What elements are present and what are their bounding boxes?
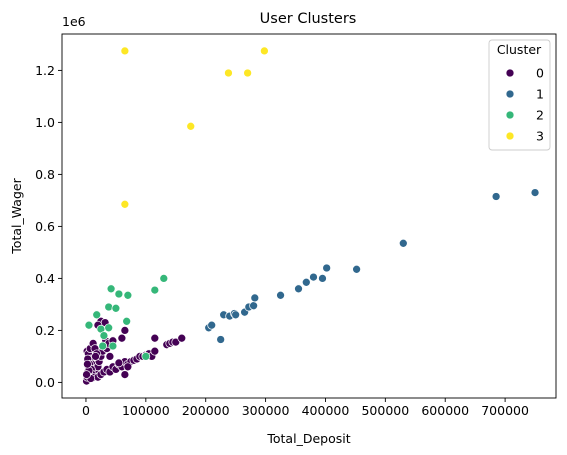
x-tick-label: 100000 [122, 403, 170, 418]
data-point-cluster-1 [301, 277, 311, 287]
data-point-cluster-2 [92, 310, 102, 320]
data-point-cluster-3 [224, 68, 233, 78]
data-point-cluster-0 [177, 333, 187, 343]
data-point-cluster-1 [231, 310, 240, 320]
data-point-cluster-2 [106, 284, 116, 294]
data-point-cluster-3 [260, 46, 269, 56]
x-tick-label: 0 [82, 403, 90, 418]
data-point-cluster-2 [99, 331, 109, 340]
data-point-cluster-1 [398, 238, 408, 248]
y-axis-label: Total_Wager [9, 177, 24, 254]
data-point-cluster-1 [322, 263, 332, 273]
y-tick-label: 1.0 [35, 115, 55, 130]
data-point-cluster-1 [276, 290, 285, 300]
data-point-cluster-1 [491, 192, 501, 201]
legend-marker [505, 131, 515, 141]
legend-label: 2 [536, 108, 544, 123]
data-point-cluster-0 [91, 352, 100, 361]
data-point-cluster-0 [105, 352, 115, 361]
x-tick-label: 500000 [361, 403, 409, 418]
data-point-cluster-0 [123, 362, 133, 372]
y-tick-label: 1.2 [35, 63, 55, 78]
data-point-cluster-1 [530, 188, 540, 197]
data-point-cluster-1 [216, 335, 226, 344]
data-point-cluster-1 [207, 320, 217, 330]
data-point-cluster-2 [150, 285, 160, 295]
y-axis-ticks: 0.0 0.2 0.4 0.6 0.8 1.0 1.2 [35, 63, 62, 390]
data-point-cluster-2 [108, 341, 118, 351]
data-point-cluster-1 [249, 301, 258, 311]
x-tick-label: 300000 [242, 403, 290, 418]
y-tick-label: 0.8 [35, 167, 55, 182]
data-point-cluster-0 [114, 358, 124, 368]
data-point-cluster-0 [83, 359, 92, 369]
legend-title: Cluster [497, 42, 542, 57]
chart-title: User Clusters [260, 11, 357, 27]
legend-label: 1 [536, 87, 544, 102]
legend-label: 3 [536, 129, 544, 144]
y-offset-text: 1e6 [62, 14, 86, 29]
y-tick-label: 0.2 [35, 323, 55, 338]
legend-box [488, 39, 551, 151]
data-point-cluster-0 [171, 337, 181, 347]
data-point-cluster-1 [250, 293, 260, 303]
data-point-cluster-2 [159, 274, 169, 283]
legend-marker [505, 89, 515, 99]
data-point-cluster-1 [352, 264, 361, 274]
legend-marker [505, 68, 515, 78]
data-point-cluster-1 [318, 274, 327, 283]
x-tick-label: 700000 [481, 403, 529, 418]
data-point-cluster-0 [82, 370, 91, 379]
legend-marker [505, 110, 515, 120]
x-axis-ticks: 0 100000 200000 300000 400000 500000 600000 700… [82, 398, 529, 418]
y-tick-label: 0.4 [35, 271, 55, 286]
data-point-cluster-0 [150, 346, 160, 356]
data-point-cluster-2 [141, 352, 151, 361]
x-axis-label: Total_Deposit [266, 431, 350, 446]
data-point-cluster-2 [114, 289, 124, 299]
data-point-cluster-3 [120, 46, 130, 56]
data-point-cluster-2 [104, 323, 114, 333]
data-point-cluster-0 [150, 333, 160, 343]
data-point-cluster-2 [104, 302, 114, 312]
data-point-cluster-2 [122, 316, 132, 326]
data-point-cluster-3 [243, 68, 252, 78]
legend: Cluster 0 1 2 3 [488, 39, 551, 151]
x-tick-label: 200000 [182, 403, 230, 418]
data-point-cluster-3 [120, 199, 130, 209]
data-point-cluster-2 [98, 341, 108, 351]
plot-frame [61, 33, 557, 399]
data-points [82, 46, 540, 386]
data-point-cluster-2 [123, 290, 133, 300]
data-point-cluster-1 [294, 284, 303, 294]
data-point-cluster-3 [186, 121, 196, 131]
data-point-cluster-2 [111, 303, 121, 313]
data-point-cluster-0 [120, 326, 130, 335]
x-tick-label: 600000 [421, 403, 469, 418]
y-tick-label: 0.0 [35, 375, 55, 390]
x-tick-label: 400000 [302, 403, 350, 418]
data-point-cluster-1 [309, 272, 318, 282]
data-point-cluster-2 [84, 320, 94, 330]
data-point-cluster-0 [117, 333, 127, 343]
legend-label: 0 [536, 66, 544, 81]
y-tick-label: 0.6 [35, 219, 55, 234]
data-point-cluster-0 [120, 370, 130, 379]
